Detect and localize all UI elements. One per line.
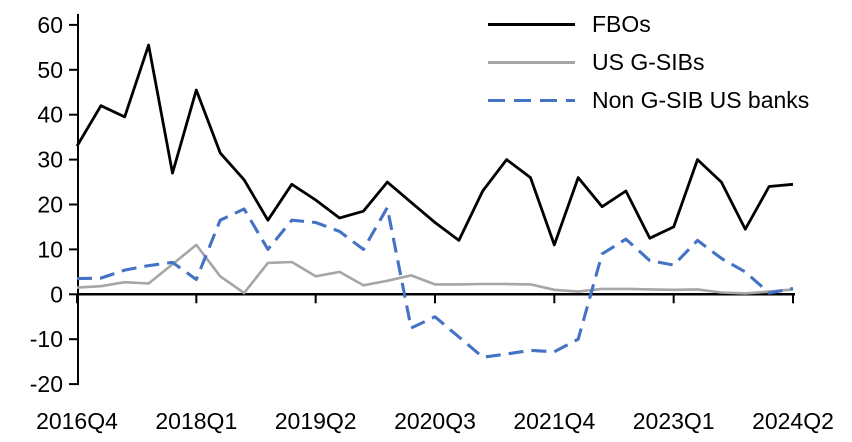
legend-line-us-gsibs	[488, 61, 575, 64]
y-tick-label-10: 10	[37, 236, 63, 262]
legend-item-non-gsib-us-banks: Non G-SIB US banks	[488, 86, 809, 115]
x-tick-label-2023q1: 2023Q1	[633, 408, 715, 434]
y-tick-label-20: 20	[37, 192, 63, 218]
y-tick-label-40: 40	[37, 102, 63, 128]
y-tick-label-60: 60	[37, 12, 63, 38]
series-line-us-g-sibs	[76, 243, 794, 295]
x-tick-label-2020q3: 2020Q3	[394, 408, 476, 434]
legend-label-us-gsibs: US G-SIBs	[592, 49, 705, 75]
x-tick-label-2018q1: 2018Q1	[155, 408, 237, 434]
legend-line-fbos	[488, 23, 575, 26]
y-tick-label-30: 30	[37, 147, 63, 173]
legend-item-us-gsibs: US G-SIBs	[488, 48, 809, 77]
legend-label-non-gsib-us-banks: Non G-SIB US banks	[592, 87, 810, 113]
x-tick-label-2021q4: 2021Q4	[513, 408, 595, 434]
x-tick-label-2019q2: 2019Q2	[275, 408, 357, 434]
x-tick-label-2016q4: 2016Q4	[36, 408, 118, 434]
y-tick-label--20: -20	[30, 371, 63, 397]
series-line-non-g-sib-us-banks	[76, 206, 794, 359]
legend: FBOs US G-SIBs Non G-SIB US banks	[488, 10, 809, 115]
x-tick-label-2024q2: 2024Q2	[752, 408, 834, 434]
series-line-fbos	[75, 43, 794, 247]
legend-label-fbos: FBOs	[592, 11, 651, 37]
y-tick-label-50: 50	[37, 57, 63, 83]
y-tick-label-0: 0	[50, 281, 63, 307]
legend-line-non-gsib-us-banks	[488, 98, 575, 103]
legend-item-fbos: FBOs	[488, 10, 809, 39]
y-tick-label--10: -10	[30, 326, 63, 352]
